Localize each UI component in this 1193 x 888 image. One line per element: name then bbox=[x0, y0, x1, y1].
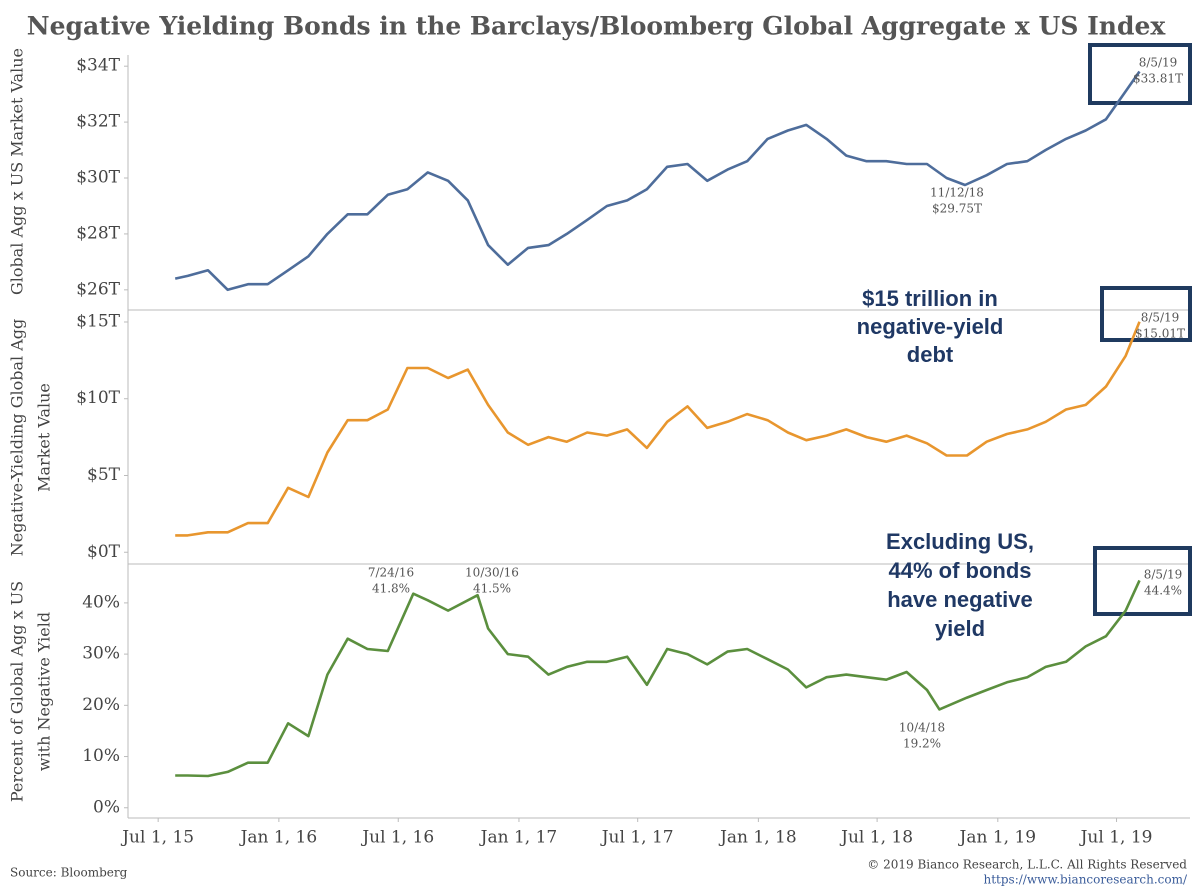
x-tick-label: Jan 1, 17 bbox=[479, 828, 558, 848]
annotation: 10/30/16 bbox=[465, 566, 519, 580]
annotation: 11/12/18 bbox=[930, 186, 984, 200]
x-tick-label: Jan 1, 16 bbox=[239, 828, 318, 848]
x-tick-label: Jul 1, 19 bbox=[1079, 828, 1153, 848]
callout: $15 trillion in bbox=[862, 286, 998, 311]
annotation: 8/5/19 bbox=[1139, 56, 1178, 70]
x-tick-label: Jul 1, 16 bbox=[360, 828, 434, 848]
data-line bbox=[175, 321, 1141, 537]
y-tick-label: 40% bbox=[82, 592, 120, 612]
annotation: 41.8% bbox=[372, 582, 410, 596]
y-tick-label: $5T bbox=[87, 465, 121, 485]
y-tick-label: 20% bbox=[82, 695, 120, 715]
callout: have negative bbox=[887, 587, 1033, 612]
y-tick-label: $34T bbox=[76, 56, 120, 76]
x-tick-label: Jul 1, 15 bbox=[120, 828, 194, 848]
y-axis-title: Percent of Global Agg x US bbox=[8, 581, 27, 802]
y-axis-title: Market Value bbox=[35, 383, 54, 492]
highlight-box bbox=[1100, 286, 1192, 342]
highlight-box bbox=[1093, 546, 1192, 616]
url: https://www.biancoresearch.com/ bbox=[983, 873, 1187, 887]
annotation: 19.2% bbox=[903, 737, 941, 751]
y-tick-label: $30T bbox=[76, 168, 120, 188]
source: Source: Bloomberg bbox=[10, 866, 128, 880]
copyright: © 2019 Bianco Research, L.L.C. All Right… bbox=[867, 858, 1187, 872]
y-tick-label: $28T bbox=[76, 223, 120, 243]
y-tick-label: 30% bbox=[82, 644, 120, 664]
annotation: 8/5/19 bbox=[1144, 568, 1183, 582]
annotation: 7/24/16 bbox=[368, 566, 414, 580]
x-tick-label: Jan 1, 19 bbox=[958, 828, 1037, 848]
annotation: $15.01T bbox=[1135, 327, 1185, 341]
y-axis-title: Negative-Yielding Global Agg bbox=[8, 319, 27, 556]
y-axis-title: with Negative Yield bbox=[35, 612, 54, 771]
callout: negative-yield bbox=[857, 314, 1004, 339]
annotation: 44.4% bbox=[1144, 584, 1182, 598]
highlight-box bbox=[1088, 43, 1192, 105]
callout: yield bbox=[935, 616, 985, 641]
y-tick-label: $26T bbox=[76, 279, 120, 299]
x-tick-label: Jan 1, 18 bbox=[718, 828, 797, 848]
y-tick-label: $15T bbox=[76, 311, 120, 331]
x-tick-label: Jul 1, 18 bbox=[839, 828, 913, 848]
annotation: $29.75T bbox=[932, 202, 982, 216]
annotation: 8/5/19 bbox=[1141, 311, 1180, 325]
callout: 44% of bonds bbox=[888, 558, 1031, 583]
annotation: $33.81T bbox=[1133, 72, 1183, 86]
callout: Excluding US, bbox=[886, 529, 1034, 554]
y-axis-title: Global Agg x US Market Value bbox=[8, 48, 27, 295]
data-line bbox=[175, 579, 1141, 778]
y-tick-label: $32T bbox=[76, 112, 120, 132]
callout: debt bbox=[907, 342, 954, 367]
y-tick-label: $0T bbox=[87, 542, 121, 562]
chart-title: Negative Yielding Bonds in the Barclays/… bbox=[27, 12, 1167, 41]
data-line bbox=[174, 70, 1141, 292]
annotation: 41.5% bbox=[473, 582, 511, 596]
x-tick-label: Jul 1, 17 bbox=[600, 828, 674, 848]
y-tick-label: 10% bbox=[82, 746, 120, 766]
y-tick-label: 0% bbox=[93, 797, 120, 817]
y-tick-label: $10T bbox=[76, 388, 120, 408]
annotation: 10/4/18 bbox=[899, 721, 945, 735]
